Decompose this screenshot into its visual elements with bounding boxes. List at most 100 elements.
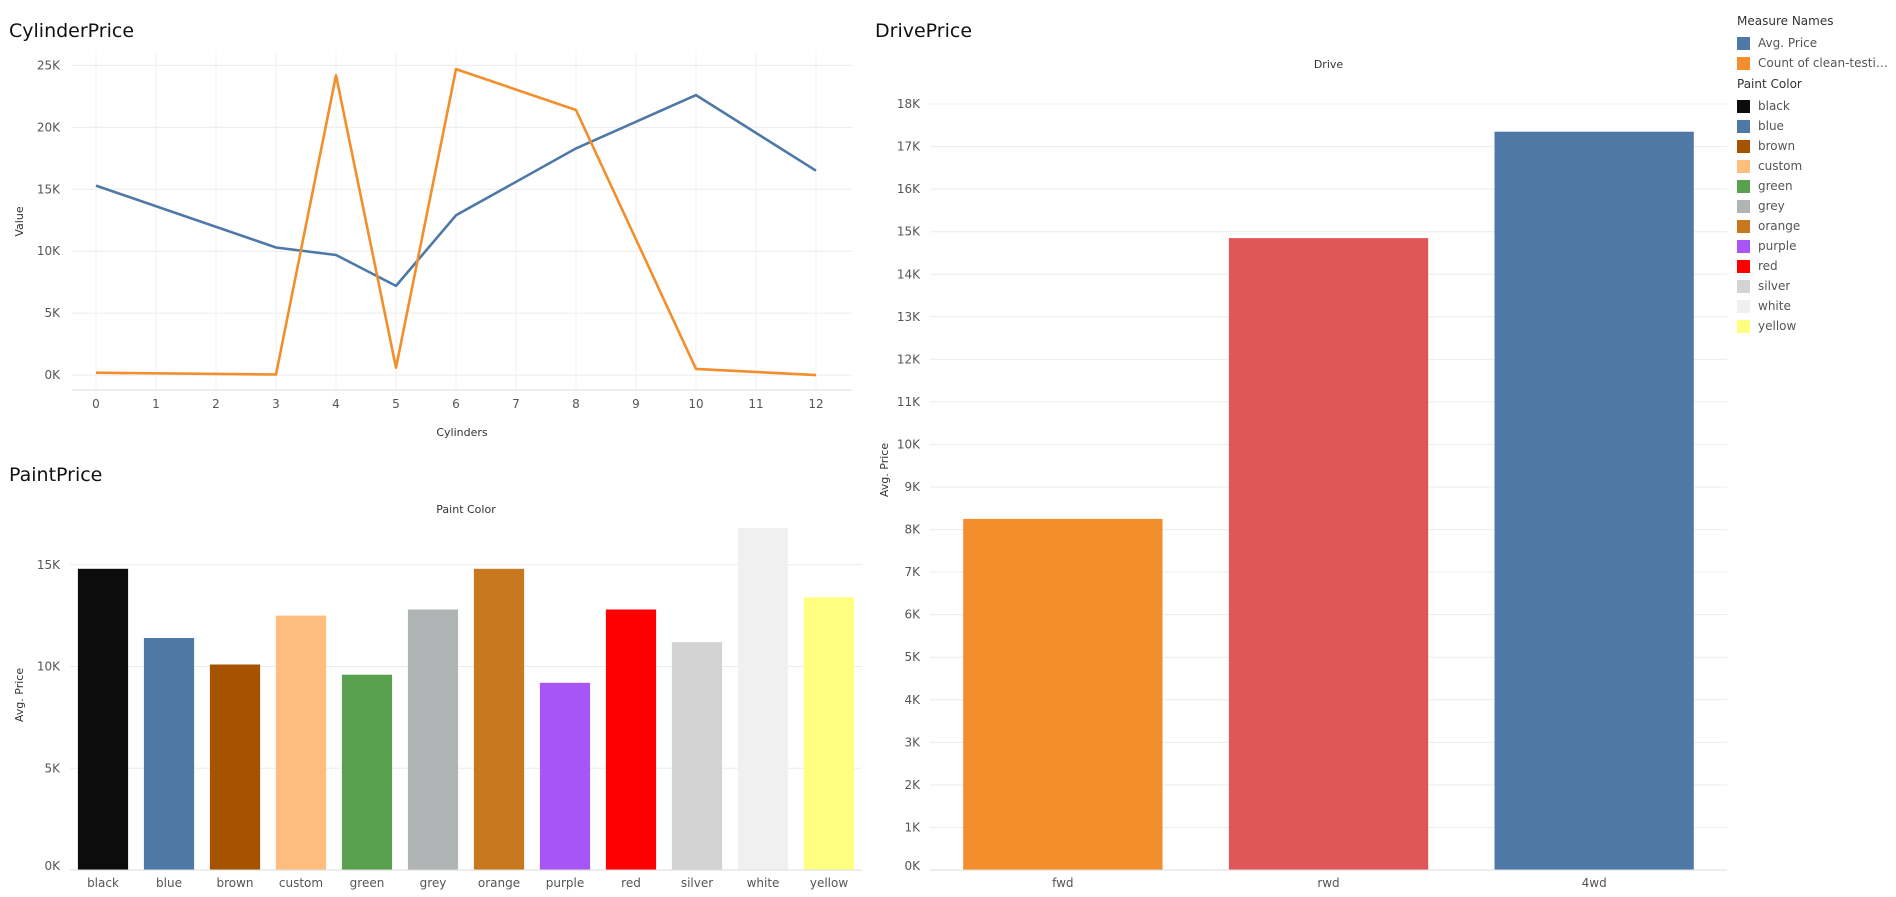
x-tick-label: fwd — [1052, 876, 1073, 890]
legend-label: silver — [1758, 279, 1791, 293]
bar-fwd[interactable] — [963, 518, 1163, 870]
y-tick-label: 4K — [904, 693, 921, 707]
bar-purple[interactable] — [539, 682, 591, 870]
bar-4wd[interactable] — [1494, 131, 1694, 870]
bar-red[interactable] — [605, 609, 657, 871]
legend-swatch — [1737, 259, 1750, 273]
column-header: Drive — [1314, 58, 1344, 71]
x-tick-label: 10 — [688, 397, 703, 411]
y-tick-label: 5K — [44, 761, 61, 775]
legend-swatch — [1737, 199, 1750, 213]
legend-label: Count of clean-testin... — [1758, 56, 1892, 70]
legend-label: brown — [1758, 139, 1796, 153]
legend-swatch — [1737, 279, 1750, 293]
bar-black[interactable] — [77, 568, 129, 870]
x-tick-label: green — [350, 876, 385, 890]
legend-paint-purple[interactable]: purple — [1737, 236, 1892, 256]
bar-custom[interactable] — [275, 615, 327, 870]
x-tick-label: 3 — [272, 397, 280, 411]
y-tick-label: 15K — [37, 558, 61, 572]
legend-label: red — [1758, 259, 1778, 273]
x-tick-label: blue — [156, 876, 182, 890]
legend-label: orange — [1758, 219, 1801, 233]
legend-paint-title: Paint Color — [1737, 77, 1802, 91]
legend-label: white — [1758, 299, 1791, 313]
y-tick-label: 17K — [897, 140, 921, 154]
legend-swatch — [1737, 299, 1750, 313]
legend-measure-count-of-clean-testin[interactable]: Count of clean-testin... — [1737, 53, 1892, 73]
drive-price-chart[interactable]: 0K1K2K3K4K5K6K7K8K9K10K11K12K13K14K15K16… — [0, 0, 1730, 897]
y-tick-label: 7K — [904, 565, 921, 579]
legend-swatch — [1737, 239, 1750, 253]
y-tick-label: 2K — [904, 778, 921, 792]
x-tick-label: 11 — [748, 397, 763, 411]
y-tick-label: 16K — [897, 182, 921, 196]
legend-paint-yellow[interactable]: yellow — [1737, 316, 1892, 336]
x-tick-label: orange — [478, 876, 520, 890]
x-axis-title: Cylinders — [436, 426, 488, 439]
legend-swatch — [1737, 139, 1750, 153]
bar-white[interactable] — [737, 528, 789, 870]
x-tick-label: silver — [681, 876, 713, 890]
legend-label: grey — [1758, 199, 1785, 213]
x-tick-label: 4wd — [1582, 876, 1607, 890]
x-tick-label: purple — [546, 876, 585, 890]
legend-swatch — [1737, 99, 1750, 113]
y-tick-label: 0K — [44, 368, 61, 382]
legend-swatch — [1737, 319, 1750, 333]
y-tick-label: 14K — [897, 267, 921, 281]
x-tick-label: 4 — [332, 397, 340, 411]
y-tick-label: 9K — [904, 480, 921, 494]
bar-blue[interactable] — [143, 638, 195, 870]
legend-swatch — [1737, 36, 1750, 50]
y-axis-title: Value — [13, 206, 26, 236]
x-tick-label: 1 — [152, 397, 160, 411]
legend-paint-silver[interactable]: silver — [1737, 276, 1892, 296]
x-tick-label: rwd — [1317, 876, 1339, 890]
bar-yellow[interactable] — [803, 597, 855, 870]
x-tick-label: 12 — [808, 397, 823, 411]
bar-green[interactable] — [341, 674, 393, 870]
paint-price-title: PaintPrice — [9, 464, 103, 486]
legend-paint-green[interactable]: green — [1737, 176, 1892, 196]
legend-paint-orange[interactable]: orange — [1737, 216, 1892, 236]
legend-label: purple — [1758, 239, 1797, 253]
x-tick-label: 8 — [572, 397, 580, 411]
line-series-avg-price[interactable] — [95, 93, 817, 288]
legend-paint-black[interactable]: black — [1737, 96, 1892, 116]
legend-swatch — [1737, 119, 1750, 133]
bar-orange[interactable] — [473, 568, 525, 870]
legend-swatch — [1737, 219, 1750, 233]
x-tick-label: red — [621, 876, 641, 890]
y-tick-label: 0K — [904, 859, 921, 873]
y-tick-label: 0K — [44, 859, 61, 873]
x-tick-label: 6 — [452, 397, 460, 411]
legend-label: blue — [1758, 119, 1784, 133]
legend-measure-avg-price[interactable]: Avg. Price — [1737, 33, 1892, 53]
legend-paint-red[interactable]: red — [1737, 256, 1892, 276]
column-header: Paint Color — [436, 503, 496, 516]
legend-paint-brown[interactable]: brown — [1737, 136, 1892, 156]
bar-grey[interactable] — [407, 609, 459, 871]
y-tick-label: 8K — [904, 523, 921, 537]
line-series-count-of-clean-testin[interactable] — [95, 67, 817, 377]
legend-paint-custom[interactable]: custom — [1737, 156, 1892, 176]
bar-silver[interactable] — [671, 642, 723, 870]
legend-paint-white[interactable]: white — [1737, 296, 1892, 316]
y-tick-label: 11K — [897, 395, 921, 409]
legend-swatch — [1737, 159, 1750, 173]
bar-brown[interactable] — [209, 664, 261, 871]
y-tick-label: 13K — [897, 310, 921, 324]
x-tick-label: 0 — [92, 397, 100, 411]
legend-paint-grey[interactable]: grey — [1737, 196, 1892, 216]
y-tick-label: 3K — [904, 735, 921, 749]
y-tick-label: 5K — [904, 650, 921, 664]
y-tick-label: 20K — [37, 120, 61, 134]
x-tick-label: white — [747, 876, 780, 890]
y-tick-label: 18K — [897, 97, 921, 111]
x-tick-label: 5 — [392, 397, 400, 411]
legend-paint-blue[interactable]: blue — [1737, 116, 1892, 136]
bar-rwd[interactable] — [1228, 238, 1429, 871]
